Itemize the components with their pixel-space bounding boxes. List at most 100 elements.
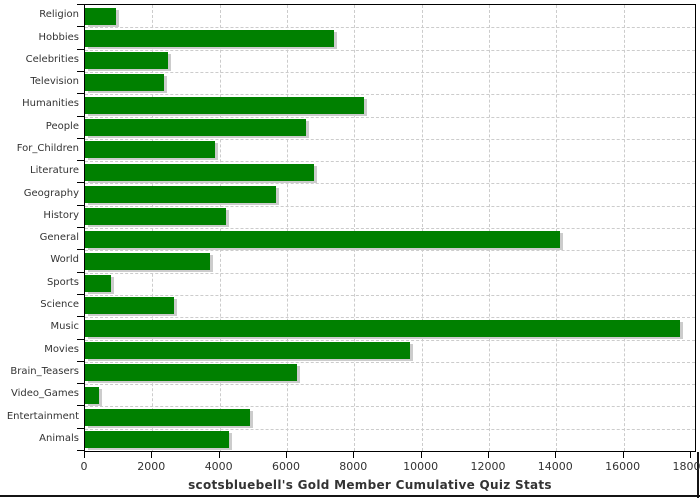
bar-humanities [85, 96, 365, 114]
bar-video_games [85, 386, 99, 404]
category-label: Geography [23, 187, 79, 199]
category-label: World [50, 254, 79, 266]
value-axis-tick [420, 452, 422, 458]
bar-sports [85, 275, 111, 293]
category-label: General [39, 232, 79, 244]
bar-celebrities [85, 52, 168, 70]
bar-music [85, 319, 680, 337]
category-axis-tick [77, 338, 84, 340]
frame-bottom-edge [0, 495, 700, 497]
gridline-horizontal [85, 272, 695, 274]
value-axis-label: 0 [80, 460, 88, 473]
category-axis-tick [77, 427, 84, 429]
gridline-horizontal [85, 339, 695, 341]
category-axis-tick [77, 4, 84, 5]
value-axis-label: 8000 [339, 460, 368, 473]
bar-religion [85, 7, 116, 25]
gridline-horizontal [85, 138, 695, 140]
category-axis-tick [77, 293, 84, 295]
category-axis-tick [77, 360, 84, 362]
value-axis-tick [218, 452, 220, 458]
gridline-horizontal [85, 49, 695, 51]
gridline-horizontal [85, 250, 695, 252]
category-label: Movies [44, 343, 79, 355]
bar-animals [85, 431, 229, 449]
value-axis-tick [353, 452, 355, 458]
category-label: Entertainment [6, 410, 79, 422]
bar-science [85, 297, 175, 315]
bar-movies [85, 342, 410, 359]
category-axis-tick [77, 316, 84, 318]
value-axis-label: 10000 [403, 460, 439, 473]
value-axis-label: 14000 [537, 460, 573, 473]
category-axis-tick [77, 227, 84, 228]
gridline-horizontal [85, 183, 695, 185]
bar-entertainment [85, 408, 250, 426]
bar-geography [85, 185, 276, 203]
category-axis-tick [77, 271, 84, 273]
category-label: Celebrities [25, 53, 79, 65]
category-label: Hobbies [38, 31, 79, 43]
bar-general [85, 230, 560, 248]
gridline-horizontal [85, 428, 695, 430]
value-axis-tick [622, 452, 624, 458]
value-axis-label: 18000 [672, 460, 700, 473]
gridline-horizontal [85, 384, 695, 386]
category-label: Science [40, 299, 79, 311]
value-axis-tick [286, 452, 287, 458]
category-axis-tick [77, 115, 84, 117]
category-axis-tick [77, 93, 84, 95]
value-axis-label: 16000 [605, 460, 641, 473]
category-axis-tick [77, 70, 84, 72]
category-label: Animals [39, 432, 79, 444]
value-axis-tick [690, 452, 691, 458]
chart-title: scotsbluebell's Gold Member Cumulative Q… [188, 478, 552, 492]
value-axis-label: 2000 [137, 460, 166, 473]
category-label: For_Children [16, 143, 79, 154]
category-label: Sports [46, 276, 79, 288]
gridline-horizontal [85, 71, 695, 73]
value-axis-label: 12000 [470, 460, 506, 473]
category-label: Literature [30, 165, 79, 177]
category-label: Television [30, 76, 79, 88]
value-axis-tick [151, 452, 153, 458]
gridline-horizontal [85, 361, 695, 363]
bar-history [85, 208, 227, 226]
category-axis-tick [77, 137, 84, 139]
category-label: History [43, 209, 79, 221]
gridline-horizontal [85, 94, 695, 96]
gridline-horizontal [85, 294, 695, 296]
category-label: Music [50, 321, 79, 333]
bar-people [85, 119, 306, 136]
category-axis-tick [77, 383, 84, 385]
category-axis-tick [77, 204, 84, 206]
gridline-horizontal [85, 406, 695, 408]
category-axis-tick [77, 48, 84, 50]
value-axis-label: 6000 [272, 460, 300, 473]
category-axis-tick [77, 26, 84, 28]
category-label: Brain_Teasers [10, 365, 79, 377]
gridline-horizontal [85, 27, 695, 29]
value-axis-tick [488, 452, 489, 458]
gridline-horizontal [85, 116, 695, 118]
bar-television [85, 74, 165, 92]
bar-brain_teasers [85, 364, 297, 382]
bar-literature [85, 163, 314, 181]
category-label: Humanities [22, 98, 79, 110]
category-label: People [45, 120, 79, 132]
value-axis-tick [555, 452, 557, 458]
category-axis-tick [77, 182, 84, 184]
category-axis-tick [77, 405, 84, 407]
gridline-horizontal [85, 317, 695, 319]
bar-for_children [85, 141, 215, 159]
category-axis-tick [77, 249, 84, 251]
gridline-horizontal [85, 228, 695, 229]
gridline-horizontal [85, 161, 695, 163]
bar-hobbies [85, 29, 335, 47]
category-label: Video_Games [11, 388, 79, 400]
category-axis-tick [77, 450, 84, 451]
bar-world [85, 252, 210, 270]
value-axis-label: 4000 [204, 460, 233, 473]
frame-right-edge [697, 452, 699, 498]
